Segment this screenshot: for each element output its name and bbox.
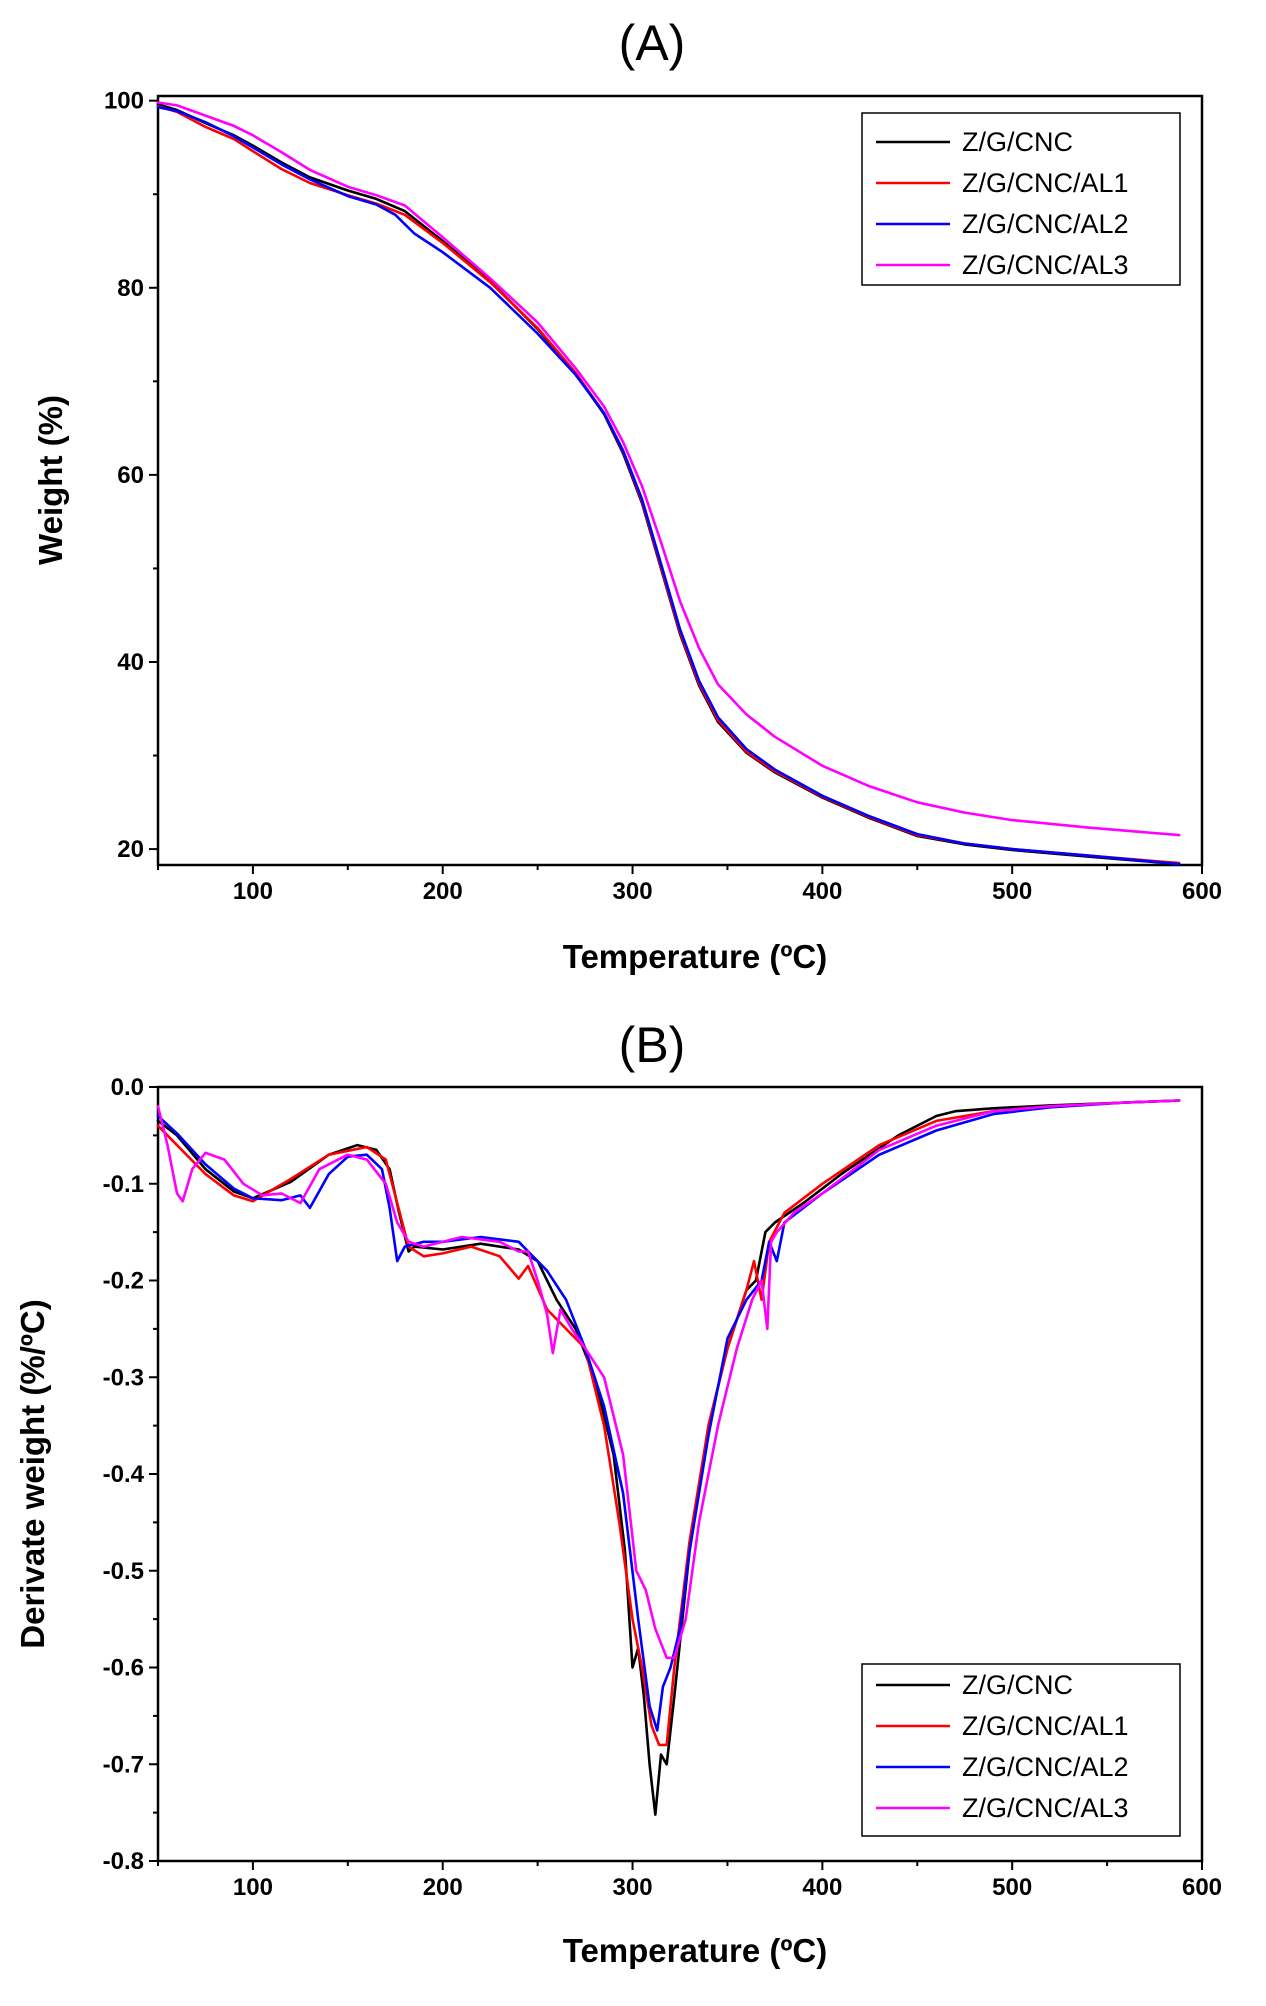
panel-b-title: (B) <box>619 1017 686 1073</box>
series-line-z-g-cnc-al2 <box>156 105 1181 866</box>
x-tick-label: 500 <box>992 1874 1032 1901</box>
y-tick-label: -0.8 <box>103 1848 144 1875</box>
legend-label-z-g-cnc-al1: Z/G/CNC/AL1 <box>962 168 1129 198</box>
legend-label-z-g-cnc-al3: Z/G/CNC/AL3 <box>962 250 1129 280</box>
x-tick-label: 100 <box>233 878 273 905</box>
y-tick-label: -0.2 <box>103 1268 144 1295</box>
panel-a-axes: 100 200 300 400 500 600 20 40 60 80 100 <box>104 88 1222 905</box>
y-tick-label: -0.5 <box>103 1558 144 1585</box>
x-tick-label: 600 <box>1182 1874 1222 1901</box>
y-tick-label: 0.0 <box>111 1074 144 1101</box>
y-tick-label: -0.6 <box>103 1655 144 1682</box>
series-line-z-g-cnc-al3 <box>156 101 1181 837</box>
panel-b-legend: Z/G/CNC Z/G/CNC/AL1 Z/G/CNC/AL2 Z/G/CNC/… <box>861 1663 1181 1837</box>
x-tick-label: 300 <box>613 1874 653 1901</box>
panel-b-y-axis-label: Derivate weight (%/ºC) <box>14 1299 51 1648</box>
y-tick-label: -0.7 <box>103 1751 144 1778</box>
x-tick-label: 600 <box>1182 878 1222 905</box>
x-tick-label: 400 <box>802 878 842 905</box>
legend-label-z-g-cnc-al2: Z/G/CNC/AL2 <box>962 209 1129 239</box>
chart-panel-b: (B) 100 200 300 400 500 600 0.0 -0.1 -0.2 -0.3 -0.… <box>14 1017 1222 1969</box>
x-tick-label: 200 <box>423 1874 463 1901</box>
y-tick-label: -0.3 <box>103 1364 144 1391</box>
series-line-z-g-cnc-al2 <box>156 1099 1181 1732</box>
panel-a-x-axis-label: Temperature (ºC) <box>563 938 827 975</box>
x-tick-label: 200 <box>423 878 463 905</box>
legend-label-z-g-cnc: Z/G/CNC <box>962 127 1073 157</box>
panel-b-axes: 100 200 300 400 500 600 0.0 -0.1 -0.2 -0.3 -0.4 -0.… <box>103 1074 1222 1901</box>
legend-label-z-g-cnc-al1: Z/G/CNC/AL1 <box>962 1711 1129 1741</box>
y-tick-label: -0.1 <box>103 1171 144 1198</box>
panel-b-series <box>156 1099 1181 1816</box>
x-tick-label: 500 <box>992 878 1032 905</box>
y-tick-label: 40 <box>117 649 144 676</box>
legend-label-z-g-cnc: Z/G/CNC <box>962 1670 1073 1700</box>
panel-a-plot-frame <box>156 94 1204 867</box>
legend-label-z-g-cnc-al2: Z/G/CNC/AL2 <box>962 1752 1129 1782</box>
y-tick-label: 60 <box>117 462 144 489</box>
panel-a-series <box>156 101 1181 866</box>
x-tick-label: 100 <box>233 1874 273 1901</box>
y-tick-label: 100 <box>104 88 144 115</box>
series-line-z-g-cnc-al3 <box>156 1099 1181 1660</box>
y-tick-label: 80 <box>117 275 144 302</box>
chart-panel-a: (A) 100 200 300 400 500 600 20 40 60 80 100 Z/G/CN… <box>32 15 1222 975</box>
x-tick-label: 300 <box>613 878 653 905</box>
series-line-z-g-cnc-al1 <box>156 1099 1181 1747</box>
x-tick-label: 400 <box>802 1874 842 1901</box>
panel-a-legend: Z/G/CNC Z/G/CNC/AL1 Z/G/CNC/AL2 Z/G/CNC/… <box>861 112 1181 286</box>
panel-a-title: (A) <box>619 15 686 71</box>
panel-b-x-axis-label: Temperature (ºC) <box>563 1932 827 1969</box>
legend-label-z-g-cnc-al3: Z/G/CNC/AL3 <box>962 1793 1129 1823</box>
y-tick-label: -0.4 <box>103 1461 145 1488</box>
y-tick-label: 20 <box>117 836 144 863</box>
panel-a-y-axis-label: Weight (%) <box>32 395 69 565</box>
